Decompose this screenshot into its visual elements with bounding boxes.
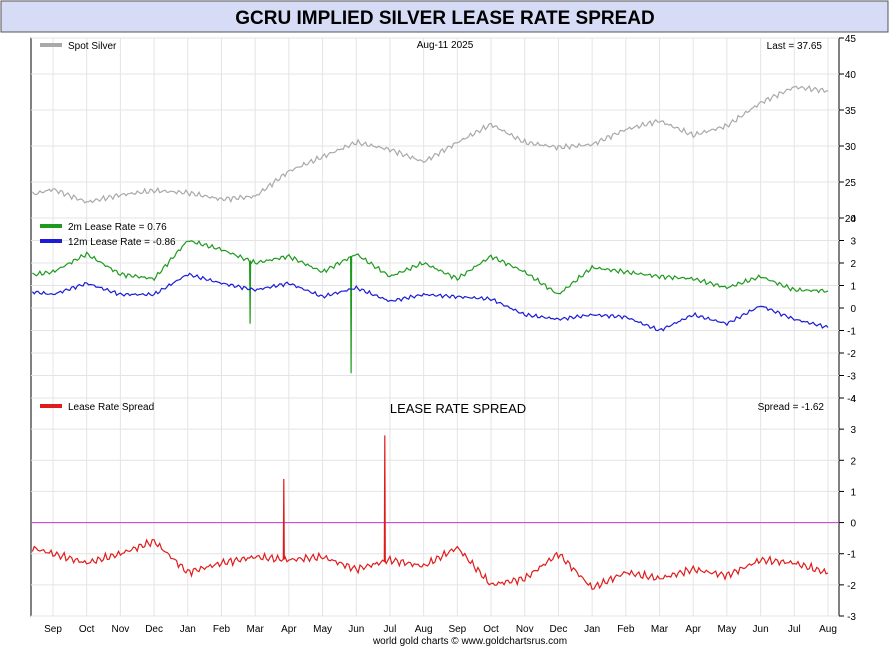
x-tick-label: Jun bbox=[348, 624, 364, 635]
lease-spread-panel: -3 -2 -1 0 1 2 3 4 Lease Rate Spread LEASE RATE… bbox=[30, 394, 856, 623]
lease-y-tick-label: 4 bbox=[850, 214, 856, 225]
lease-y-tick-label: -2 bbox=[847, 349, 856, 360]
x-tick-label: Aug bbox=[415, 624, 433, 635]
lease-y-tick-label: -3 bbox=[847, 372, 856, 383]
x-tick-label: Sep bbox=[448, 624, 466, 635]
spot-series bbox=[31, 84, 829, 204]
x-tick-label: Apr bbox=[685, 624, 701, 635]
spread-y-tick-label: -3 bbox=[847, 612, 856, 623]
lease-grid bbox=[31, 217, 839, 399]
spread-y-tick-label: 2 bbox=[850, 456, 856, 467]
page-title: GCRU IMPLIED SILVER LEASE RATE SPREAD bbox=[235, 8, 654, 29]
spot-y-tick-label: 20 bbox=[845, 214, 857, 225]
x-tick-label: Jan bbox=[584, 624, 600, 635]
lease-y-tick-label: 2 bbox=[850, 259, 856, 270]
lease-y-tick-label: 3 bbox=[850, 237, 856, 248]
title-bar bbox=[0, 0, 889, 33]
spot-y-tick-label: 40 bbox=[845, 70, 857, 81]
spot-panel-border bbox=[30, 37, 840, 219]
spot-y-tick-label: 35 bbox=[845, 106, 857, 117]
spread-last-label: Spread = -1.62 bbox=[758, 402, 825, 413]
x-tick-label: Mar bbox=[651, 624, 669, 635]
spread-y-tick-label: 1 bbox=[850, 487, 856, 498]
lease-line-12m-lease-rate bbox=[31, 272, 829, 332]
lease-2m-legend-label: 2m Lease Rate = 0.76 bbox=[68, 222, 167, 233]
x-tick-label: Jul bbox=[384, 624, 397, 635]
x-tick-label: May bbox=[313, 624, 332, 635]
spot-y-tick-label: 25 bbox=[845, 178, 857, 189]
spread-panel-border bbox=[30, 397, 840, 617]
spread-panel-title: LEASE RATE SPREAD bbox=[390, 401, 526, 416]
spread-legend-label: Lease Rate Spread bbox=[68, 402, 154, 413]
x-axis-labels: Sep Oct Nov Dec Jan Feb Mar Apr May Jun Jul Aug Sep O… bbox=[44, 624, 837, 635]
spread-series bbox=[31, 435, 839, 591]
x-tick-label: Jul bbox=[788, 624, 801, 635]
x-tick-label: Dec bbox=[145, 624, 163, 635]
spread-ticks: -3 -2 -1 0 1 2 3 4 bbox=[839, 394, 856, 623]
spot-y-tick-label: 45 bbox=[845, 34, 857, 45]
x-tick-label: Nov bbox=[111, 624, 129, 635]
x-tick-label: Oct bbox=[483, 624, 499, 635]
x-tick-label: Aug bbox=[819, 624, 837, 635]
lease-y-tick-label: -4 bbox=[847, 394, 856, 405]
x-tick-label: Feb bbox=[617, 624, 635, 635]
lease-line-2m-lease-rate bbox=[32, 240, 829, 374]
spread-y-tick-label: 3 bbox=[850, 425, 856, 436]
x-tick-label: Sep bbox=[44, 624, 62, 635]
footer-credit: world gold charts © www.goldchartsrus.co… bbox=[372, 636, 567, 647]
x-tick-label: Jan bbox=[180, 624, 196, 635]
spot-legend-label: Spot Silver bbox=[68, 41, 117, 52]
spread-y-tick-label: 0 bbox=[850, 519, 856, 530]
spot-date-label: Aug-11 2025 bbox=[417, 40, 474, 51]
lease-y-tick-label: -1 bbox=[847, 327, 856, 338]
spread-y-tick-label: -2 bbox=[847, 581, 856, 592]
lease-y-tick-label: 1 bbox=[850, 282, 856, 293]
x-tick-label: Mar bbox=[247, 624, 265, 635]
lease-12m-legend-label: 12m Lease Rate = -0.86 bbox=[68, 237, 176, 248]
spot-y-tick-label: 30 bbox=[845, 142, 857, 153]
x-tick-label: Feb bbox=[213, 624, 231, 635]
spot-silver-panel: 20 25 30 35 40 45 Spot Silver Aug-11 2025 Las… bbox=[30, 34, 856, 225]
x-tick-label: Nov bbox=[516, 624, 534, 635]
spread-grid bbox=[31, 397, 839, 617]
spot-ticks: 20 25 30 35 40 45 bbox=[839, 34, 856, 225]
lease-rate-panel: -4 -3 -2 -1 0 1 2 3 4 2m Lease Rate = 0.76 12m L… bbox=[30, 214, 856, 405]
lease-y-tick-label: 0 bbox=[850, 304, 856, 315]
lease-ticks: -4 -3 -2 -1 0 1 2 3 4 bbox=[839, 214, 856, 405]
spread-line-lease-rate-spread bbox=[31, 435, 829, 591]
spot-last-label: Last = 37.65 bbox=[767, 41, 823, 52]
x-tick-label: May bbox=[717, 624, 736, 635]
x-tick-label: Jun bbox=[753, 624, 769, 635]
x-tick-label: Dec bbox=[550, 624, 568, 635]
x-tick-label: Apr bbox=[281, 624, 297, 635]
spot-line-spot-silver bbox=[31, 84, 829, 204]
lease-series bbox=[31, 240, 829, 374]
spread-y-tick-label: -1 bbox=[847, 550, 856, 561]
spread-y-tick-label: 4 bbox=[850, 394, 856, 405]
x-tick-label: Oct bbox=[79, 624, 95, 635]
